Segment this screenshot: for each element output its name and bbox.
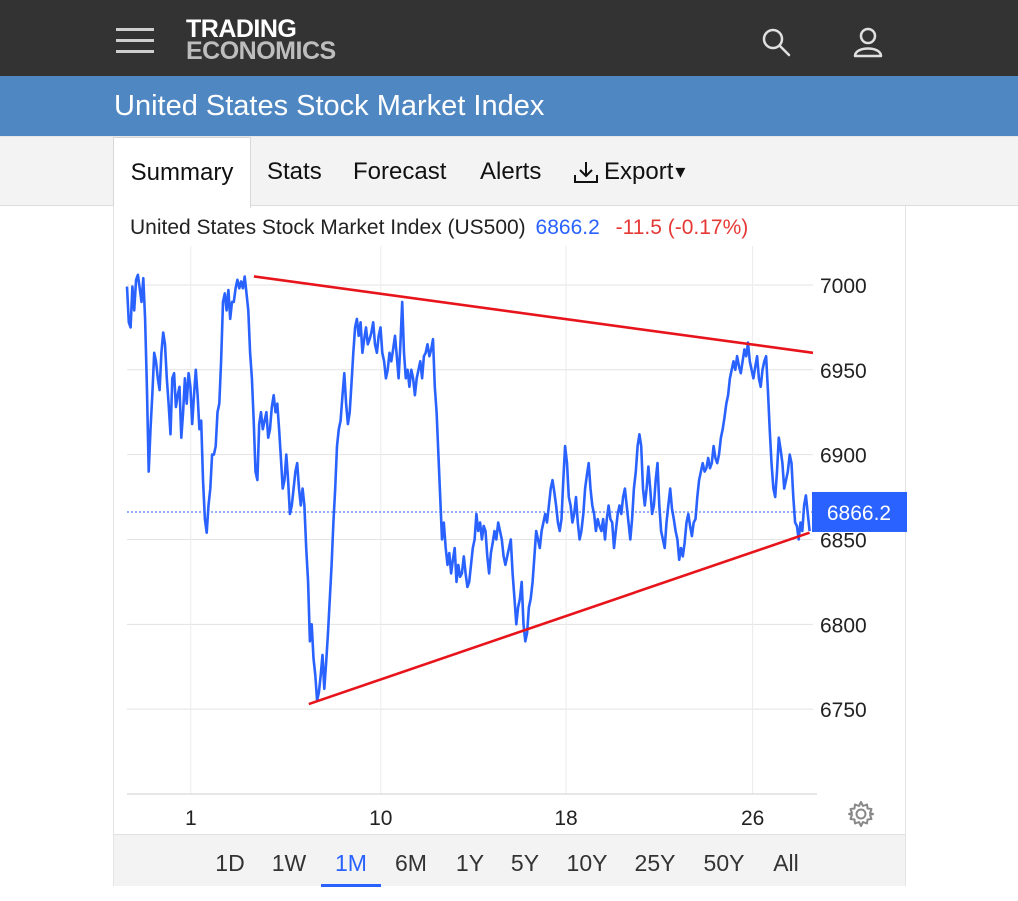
trendline-upper (253, 275, 814, 355)
chevron-down-icon: ▾ (675, 161, 686, 183)
last-price-label: 6866.2 (827, 502, 891, 525)
hamburger-menu-icon[interactable] (116, 26, 154, 56)
range-selector: 1D 1W 1M 6M 1Y 5Y 10Y 25Y 50Y All (114, 834, 905, 887)
chart-panel: United States Stock Market Index (US500)… (113, 206, 907, 887)
tab-stats[interactable]: Stats (267, 158, 322, 185)
tab-summary[interactable]: Summary (113, 137, 251, 208)
x-tick-label: 18 (554, 807, 577, 830)
price-chart[interactable]: 7000 6950 6900 6850 6800 6750 1 10 18 26 6866.2 (114, 206, 907, 834)
search-icon[interactable] (758, 24, 794, 60)
y-tick-label: 6800 (820, 614, 867, 637)
top-navigation-bar: TRADING ECONOMICS (0, 0, 1018, 76)
site-logo[interactable]: TRADING ECONOMICS (186, 15, 336, 65)
y-tick-label: 6900 (820, 445, 867, 468)
logo-line-1: TRADING (186, 15, 297, 43)
x-tick-label: 1 (185, 807, 197, 830)
tab-export-label: Export (604, 158, 674, 185)
range-1w[interactable]: 1W (271, 850, 307, 876)
range-50y[interactable]: 50Y (703, 850, 745, 876)
chart-header: United States Stock Market Index (US500)… (130, 216, 748, 240)
instrument-name: United States Stock Market Index (US500) (130, 216, 526, 239)
y-tick-label: 6750 (820, 699, 867, 722)
x-tick-label: 26 (741, 807, 764, 830)
y-tick-label: 6850 (820, 529, 867, 552)
price-change: -11.5 (-0.17%) (615, 216, 749, 239)
page-title: United States Stock Market Index (114, 90, 545, 122)
user-icon[interactable] (850, 24, 886, 60)
y-tick-label: 7000 (820, 275, 867, 298)
range-1y[interactable]: 1Y (455, 850, 485, 876)
range-all[interactable]: All (773, 850, 799, 876)
range-6m[interactable]: 6M (395, 850, 427, 876)
range-10y[interactable]: 10Y (566, 850, 608, 876)
price-series-line (125, 273, 811, 703)
y-tick-label: 6950 (820, 360, 867, 383)
title-bar: United States Stock Market Index (0, 76, 1018, 136)
tab-forecast[interactable]: Forecast (353, 158, 447, 185)
current-price: 6866.2 (535, 216, 600, 239)
logo-line-2: ECONOMICS (186, 37, 336, 65)
tab-alerts[interactable]: Alerts (480, 158, 542, 185)
trendline-lower (308, 531, 810, 706)
tab-export[interactable]: Export ▾ (572, 137, 685, 207)
last-price-badge (812, 491, 907, 532)
x-tick-label: 10 (369, 807, 392, 830)
range-1m[interactable]: 1M (321, 835, 381, 887)
range-25y[interactable]: 25Y (634, 850, 676, 876)
range-5y[interactable]: 5Y (510, 850, 540, 876)
download-icon (574, 162, 598, 183)
gear-icon[interactable] (846, 799, 876, 829)
range-1d[interactable]: 1D (215, 850, 245, 876)
tab-bar: Summary Stats Forecast Alerts Export ▾ (0, 136, 1018, 208)
